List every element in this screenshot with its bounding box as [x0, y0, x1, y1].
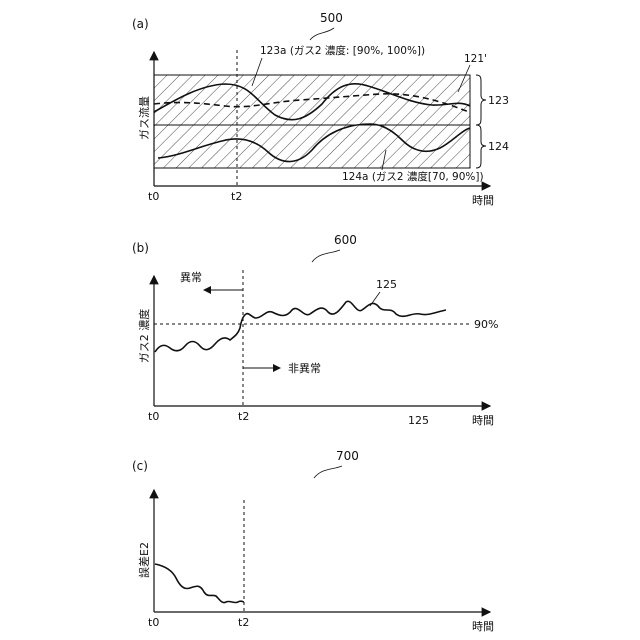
label-121: 121'	[464, 53, 487, 65]
panel-b-y-label: ガス2 濃度	[137, 309, 151, 364]
panel-a-t2: t2	[231, 190, 242, 203]
panel-b-label: (b)	[132, 241, 149, 255]
panel-a-y-label: ガス流量	[137, 96, 151, 140]
normal-label: 非異常	[288, 362, 321, 375]
panel-c-x-label: 時間	[472, 620, 494, 633]
panel-a-ref-number: 500	[320, 11, 343, 25]
panel-a-x-label: 時間	[472, 194, 494, 207]
panel-b-ref-leader	[312, 250, 340, 262]
panel-b-x-label: 時間	[472, 414, 494, 427]
curve-125-label: 125	[376, 278, 397, 291]
panel-b-bottom-ref: 125	[408, 414, 429, 427]
label-124: 124	[488, 140, 509, 153]
threshold-label: 90%	[474, 318, 498, 331]
label-123: 123	[488, 94, 509, 107]
panel-c-ref-number: 700	[336, 449, 359, 463]
abnormal-label: 異常	[180, 271, 202, 284]
panel-c-y-label: 誤差E2	[137, 542, 151, 578]
panel-a-ref-leader	[310, 28, 334, 40]
panel-b: (b) 600 90% 異常 非異常 125 ガス2 濃度 時間 t0 t2 1…	[132, 233, 498, 427]
brace-124	[476, 125, 486, 168]
panel-c-label: (c)	[132, 459, 148, 473]
brace-123	[476, 75, 486, 125]
panel-a-label: (a)	[132, 17, 149, 31]
panel-b-t2: t2	[238, 410, 249, 423]
panel-b-t0: t0	[148, 410, 159, 423]
panel-c-t2: t2	[238, 616, 249, 629]
label-124a: 124a (ガス2 濃度[70, 90%])	[342, 170, 484, 183]
label-123a: 123a (ガス2 濃度: [90%, 100%])	[260, 44, 425, 57]
panel-a: (a) 500 ガス流量 時間 t0 t2 123a (ガス2 濃度: [90%…	[132, 11, 509, 207]
panel-b-ref-number: 600	[334, 233, 357, 247]
error-curve	[155, 564, 244, 603]
panel-c: (c) 700 誤差E2 時間 t0 t2	[132, 449, 494, 633]
panel-a-t0: t0	[148, 190, 159, 203]
curve-125	[155, 301, 446, 352]
panel-c-t0: t0	[148, 616, 159, 629]
band-123	[154, 75, 470, 125]
panel-c-ref-leader	[314, 466, 342, 478]
